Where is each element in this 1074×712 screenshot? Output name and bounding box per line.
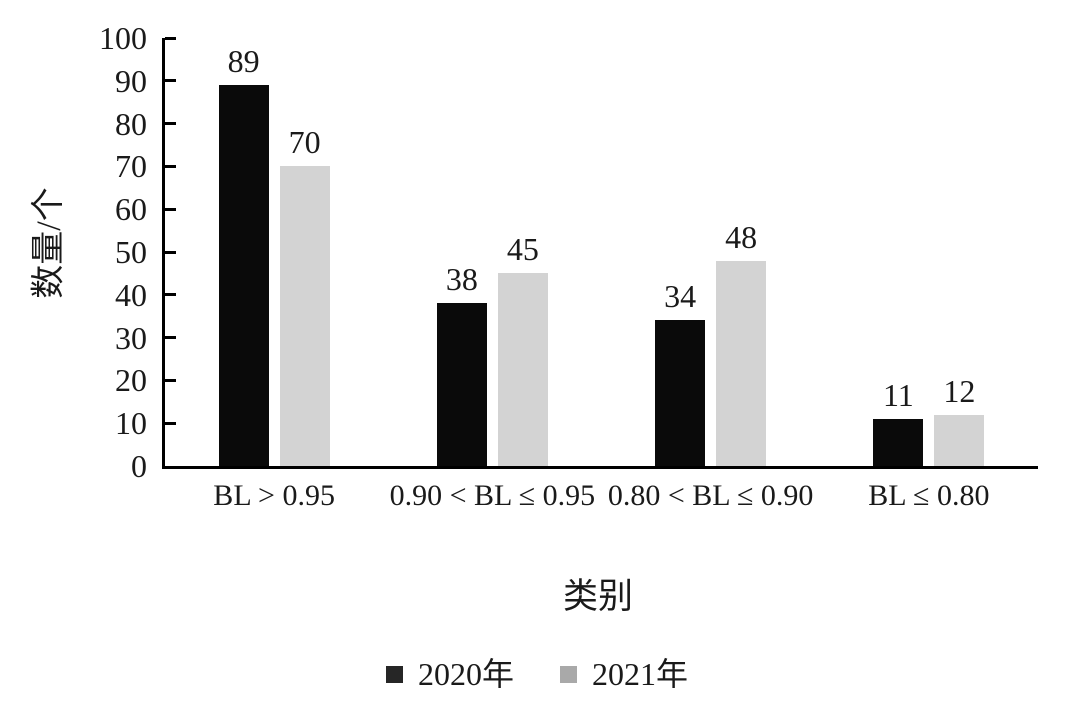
y-tick (165, 293, 176, 297)
bar (497, 273, 548, 466)
y-tick (165, 79, 176, 83)
legend-item: 2021年 (560, 656, 688, 692)
x-axis-title: 类别 (562, 577, 634, 616)
bar-value-label: 70 (288, 124, 321, 161)
legend: 2020年 2021年 (0, 656, 1074, 692)
bar-value-label: 48 (725, 218, 758, 255)
bar-value-label: 45 (506, 231, 539, 268)
bar (934, 414, 985, 466)
y-tick (165, 336, 176, 340)
bar (716, 260, 767, 466)
y-tick (165, 250, 176, 254)
y-tick (165, 378, 176, 382)
bar (436, 303, 487, 466)
legend-label: 2020年 (417, 656, 514, 692)
bar (655, 320, 706, 466)
y-tick-label: 60 (115, 191, 147, 228)
bar (873, 418, 924, 466)
legend-item: 2020年 (385, 656, 514, 692)
y-tick-label: 30 (115, 319, 147, 356)
bar-value-label: 11 (882, 376, 914, 413)
y-tick-label: 80 (115, 105, 147, 142)
x-category-label: BL > 0.95 (213, 479, 335, 512)
y-tick-label: 90 (115, 62, 147, 99)
y-axis-title: 数量/个 (30, 187, 68, 299)
x-category-label: 0.80 < BL ≤ 0.90 (607, 479, 814, 512)
y-tick (165, 207, 176, 211)
bar (279, 166, 330, 466)
y-tick-label: 50 (115, 234, 147, 270)
y-tick-label: 20 (115, 362, 147, 399)
legend-swatch (385, 665, 403, 683)
plot-area: 0 10 20 30 40 50 60 70 80 90 100 BL > 0.95 89 70 0.90 … (99, 22, 1038, 512)
bar-value-label: 34 (664, 278, 697, 315)
y-tick-label: 0 (131, 448, 147, 484)
y-tick (165, 122, 176, 126)
bar-value-label: 38 (445, 261, 478, 298)
legend-label: 2021年 (592, 656, 689, 692)
y-tick (165, 421, 176, 425)
x-category-label: 0.90 < BL ≤ 0.95 (389, 479, 596, 512)
bar-value-label: 12 (943, 372, 976, 409)
x-category-label: BL ≤ 0.80 (868, 479, 990, 512)
y-tick (165, 164, 176, 168)
y-tick-label: 100 (99, 20, 147, 56)
legend-swatch (560, 665, 577, 683)
y-tick-label: 10 (115, 405, 147, 442)
y-tick-label: 40 (115, 276, 147, 313)
bar (218, 85, 269, 466)
bar-value-label: 89 (227, 43, 260, 80)
y-tick (165, 36, 176, 40)
y-tick-label: 70 (115, 148, 147, 185)
